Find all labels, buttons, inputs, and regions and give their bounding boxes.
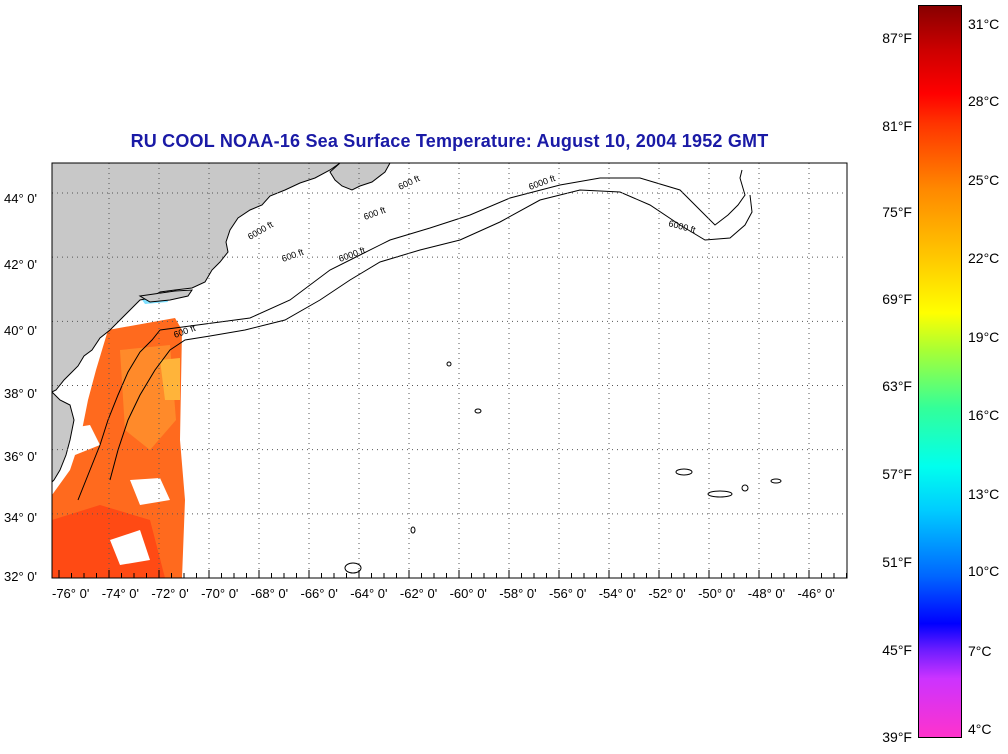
colorbar-fahrenheit-label: 87°F: [882, 30, 912, 46]
colorbar-fahrenheit-label: 57°F: [882, 466, 912, 482]
longitude-label: -60° 0': [449, 586, 487, 601]
longitude-label: -64° 0': [350, 586, 388, 601]
colorbar-fahrenheit-label: 81°F: [882, 118, 912, 134]
latitude-label: 38° 0': [4, 386, 37, 401]
latitude-label: 34° 0': [4, 510, 37, 525]
isobath-600ft: [159, 169, 746, 331]
chart-title: RU COOL NOAA-16 Sea Surface Temperature:…: [130, 131, 769, 151]
colorbar-fahrenheit-label: 39°F: [882, 729, 912, 745]
colorbar-celsius-label: 7°C: [968, 643, 992, 659]
temperature-colorbar: [918, 5, 962, 738]
sst-region: [160, 358, 180, 400]
latitude-label: 42° 0': [4, 257, 37, 272]
colorbar-celsius-label: 25°C: [968, 172, 1000, 188]
longitude-label: -70° 0': [201, 586, 239, 601]
longitude-label: -66° 0': [300, 586, 338, 601]
longitude-label: -54° 0': [598, 586, 636, 601]
colorbar-fahrenheit-label: 75°F: [882, 204, 912, 220]
colorbar-celsius-label: 13°C: [968, 486, 1000, 502]
colorbar-fahrenheit-label: 69°F: [882, 291, 912, 307]
longitude-label: -56° 0': [549, 586, 587, 601]
longitude-label: -46° 0': [797, 586, 835, 601]
long-island: [138, 289, 193, 303]
colorbar-fahrenheit-label: 45°F: [882, 642, 912, 658]
longitude-label: -52° 0': [648, 586, 686, 601]
axis-ticks: [58, 570, 847, 578]
colorbar-celsius-label: 28°C: [968, 93, 1000, 109]
colorbar-celsius-label: 16°C: [968, 407, 1000, 423]
longitude-label: -74° 0': [101, 586, 139, 601]
colorbar-fahrenheit-label: 63°F: [882, 378, 912, 394]
coastline-south: [51, 390, 75, 484]
longitude-label: -62° 0': [399, 586, 438, 601]
map-frame: [51, 162, 848, 579]
colorbar-celsius-label: 4°C: [968, 721, 992, 737]
colorbar-fahrenheit-label: 51°F: [882, 554, 912, 570]
latitude-label: 44° 0': [4, 191, 37, 206]
sst-region: [130, 478, 170, 505]
colorbar-celsius-label: 22°C: [968, 250, 1000, 266]
longitude-label: -50° 0': [698, 586, 736, 601]
colorbar-celsius-label: 31°C: [968, 16, 1000, 32]
longitude-label: -72° 0': [151, 586, 189, 601]
isobath-6000ft: [109, 189, 753, 481]
land-mass-cape: [329, 162, 391, 191]
isobath-600ft-south: [77, 329, 161, 501]
longitude-label: -68° 0': [250, 586, 289, 601]
land-mass: [51, 162, 342, 393]
longitude-label: -58° 0': [499, 586, 537, 601]
grid-lines: [52, 163, 847, 578]
latitude-label: 40° 0': [4, 323, 37, 338]
colorbar-celsius-label: 10°C: [968, 563, 1000, 579]
longitude-label: -76° 0': [52, 586, 90, 601]
sst-region: [110, 530, 150, 565]
latitude-label: 36° 0': [4, 449, 37, 464]
seamount-contours: [344, 361, 782, 574]
longitude-label: -48° 0': [747, 586, 786, 601]
latitude-label: 32° 0': [4, 569, 37, 584]
colorbar-celsius-label: 19°C: [968, 329, 1000, 345]
